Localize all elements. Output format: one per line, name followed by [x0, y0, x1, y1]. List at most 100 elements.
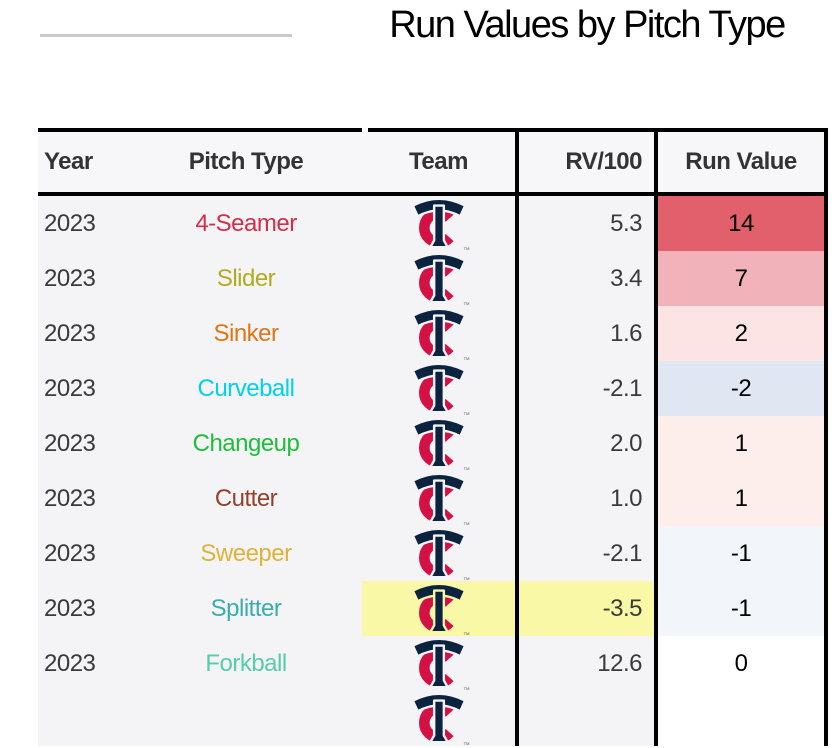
pitch-type-value: Splitter: [210, 594, 282, 622]
year-value: 2023: [44, 539, 96, 567]
svg-text:™: ™: [463, 247, 469, 253]
year-value: 2023: [44, 484, 96, 512]
run-value-number: 0: [734, 649, 748, 677]
svg-text:™: ™: [463, 302, 469, 308]
pitch-type-cell: Forkball: [130, 636, 362, 691]
run-values-table: Year Pitch Type Team RV/100 Run Value 20…: [38, 128, 828, 748]
year-value: 2023: [44, 649, 96, 677]
twins-logo-icon: ™: [411, 362, 469, 418]
rv100-cell: 1.6: [515, 306, 654, 361]
run-value-number: 1: [734, 484, 748, 512]
rv100-cell: -3.5: [515, 581, 654, 636]
top-divider-line: [40, 34, 292, 37]
rv100-cell: 3.4: [515, 251, 654, 306]
rv100-cell: -2.1: [515, 361, 654, 416]
run-value-cell: 2: [654, 306, 828, 361]
year-cell: 2023: [38, 416, 130, 471]
run-value-cell: -1: [654, 581, 828, 636]
year-cell: 2023: [38, 581, 130, 636]
year-cell: 2023: [38, 526, 130, 581]
run-value-cell: -2: [654, 361, 828, 416]
pitch-type-cell: Slider: [130, 251, 362, 306]
pitch-type-value: Forkball: [205, 649, 287, 677]
year-value: 2023: [44, 374, 96, 402]
page-title: Run Values by Pitch Type: [389, 4, 786, 46]
year-cell: 2023: [38, 251, 130, 306]
pitch-type-value: Sinker: [213, 319, 279, 347]
svg-text:™: ™: [463, 687, 469, 693]
rv100-cell: 2.0: [515, 416, 654, 471]
run-value-number: -2: [730, 374, 752, 402]
year-value: 2023: [44, 209, 96, 237]
rv100-cell: [515, 691, 654, 746]
run-value-cell: 14: [654, 196, 828, 251]
year-value: 2023: [44, 429, 96, 457]
rv100-value: -2.1: [602, 374, 643, 402]
pitch-type-value: Curveball: [197, 374, 295, 402]
rv100-value: -2.1: [602, 539, 643, 567]
svg-text:™: ™: [463, 577, 469, 583]
team-cell: ™: [362, 471, 515, 528]
year-value: 2023: [44, 319, 96, 347]
svg-text:™: ™: [463, 632, 469, 638]
pitch-type-cell: Changeup: [130, 416, 362, 471]
team-cell: ™: [362, 581, 515, 638]
rv100-value: 12.6: [597, 649, 642, 677]
team-cell: ™: [362, 526, 515, 583]
pitch-type-value: 4-Seamer: [195, 209, 297, 237]
year-cell: 2023: [38, 306, 130, 361]
svg-text:™: ™: [463, 742, 469, 748]
year-value: 2023: [44, 264, 96, 292]
team-cell: ™: [362, 251, 515, 308]
pitch-type-value: Cutter: [214, 484, 278, 512]
pitch-type-cell: 4-Seamer: [130, 196, 362, 251]
year-value: 2023: [44, 594, 96, 622]
header-run-value[interactable]: Run Value: [654, 128, 828, 196]
year-cell: [38, 691, 130, 746]
rv100-cell: 1.0: [515, 471, 654, 526]
run-value-number: -1: [730, 539, 752, 567]
twins-logo-icon: ™: [411, 252, 469, 308]
team-cell: ™: [362, 691, 515, 748]
rv100-value: 2.0: [610, 429, 642, 457]
header-team[interactable]: Team: [362, 128, 515, 196]
run-value-cell: [654, 691, 828, 746]
twins-logo-icon: ™: [411, 417, 469, 473]
pitch-type-cell: Cutter: [130, 471, 362, 526]
pitch-type-value: Sweeper: [200, 539, 292, 567]
run-value-cell: -1: [654, 526, 828, 581]
pitch-type-cell: Splitter: [130, 581, 362, 636]
year-cell: 2023: [38, 361, 130, 416]
year-cell: 2023: [38, 196, 130, 251]
team-cell: ™: [362, 306, 515, 363]
pitch-type-cell: Sinker: [130, 306, 362, 361]
rv100-value: 3.4: [610, 264, 642, 292]
page: Run Values by Pitch Type Year Pitch Type…: [38, 4, 828, 748]
twins-logo-icon: ™: [411, 582, 469, 638]
pitch-type-value: Slider: [216, 264, 276, 292]
header-rv100[interactable]: RV/100: [515, 128, 654, 196]
svg-text:™: ™: [463, 412, 469, 418]
run-value-cell: 1: [654, 471, 828, 526]
team-cell: ™: [362, 416, 515, 473]
run-value-number: -1: [730, 594, 752, 622]
run-value-number: 1: [734, 429, 748, 457]
rv100-cell: -2.1: [515, 526, 654, 581]
rv100-value: 5.3: [610, 209, 642, 237]
pitch-type-cell: Curveball: [130, 361, 362, 416]
twins-logo-icon: ™: [411, 197, 469, 253]
run-value-cell: 1: [654, 416, 828, 471]
year-cell: 2023: [38, 471, 130, 526]
run-value-number: 7: [734, 264, 748, 292]
rv100-value: 1.0: [610, 484, 642, 512]
svg-text:™: ™: [463, 357, 469, 363]
team-cell: ™: [362, 361, 515, 418]
team-cell: ™: [362, 636, 515, 693]
header-pitch-type[interactable]: Pitch Type: [130, 128, 362, 196]
pitch-type-value: Changeup: [192, 429, 300, 457]
run-value-number: 2: [734, 319, 748, 347]
rv100-cell: 5.3: [515, 196, 654, 251]
header-year[interactable]: Year: [38, 128, 130, 196]
twins-logo-icon: ™: [411, 692, 469, 748]
run-value-cell: 0: [654, 636, 828, 691]
